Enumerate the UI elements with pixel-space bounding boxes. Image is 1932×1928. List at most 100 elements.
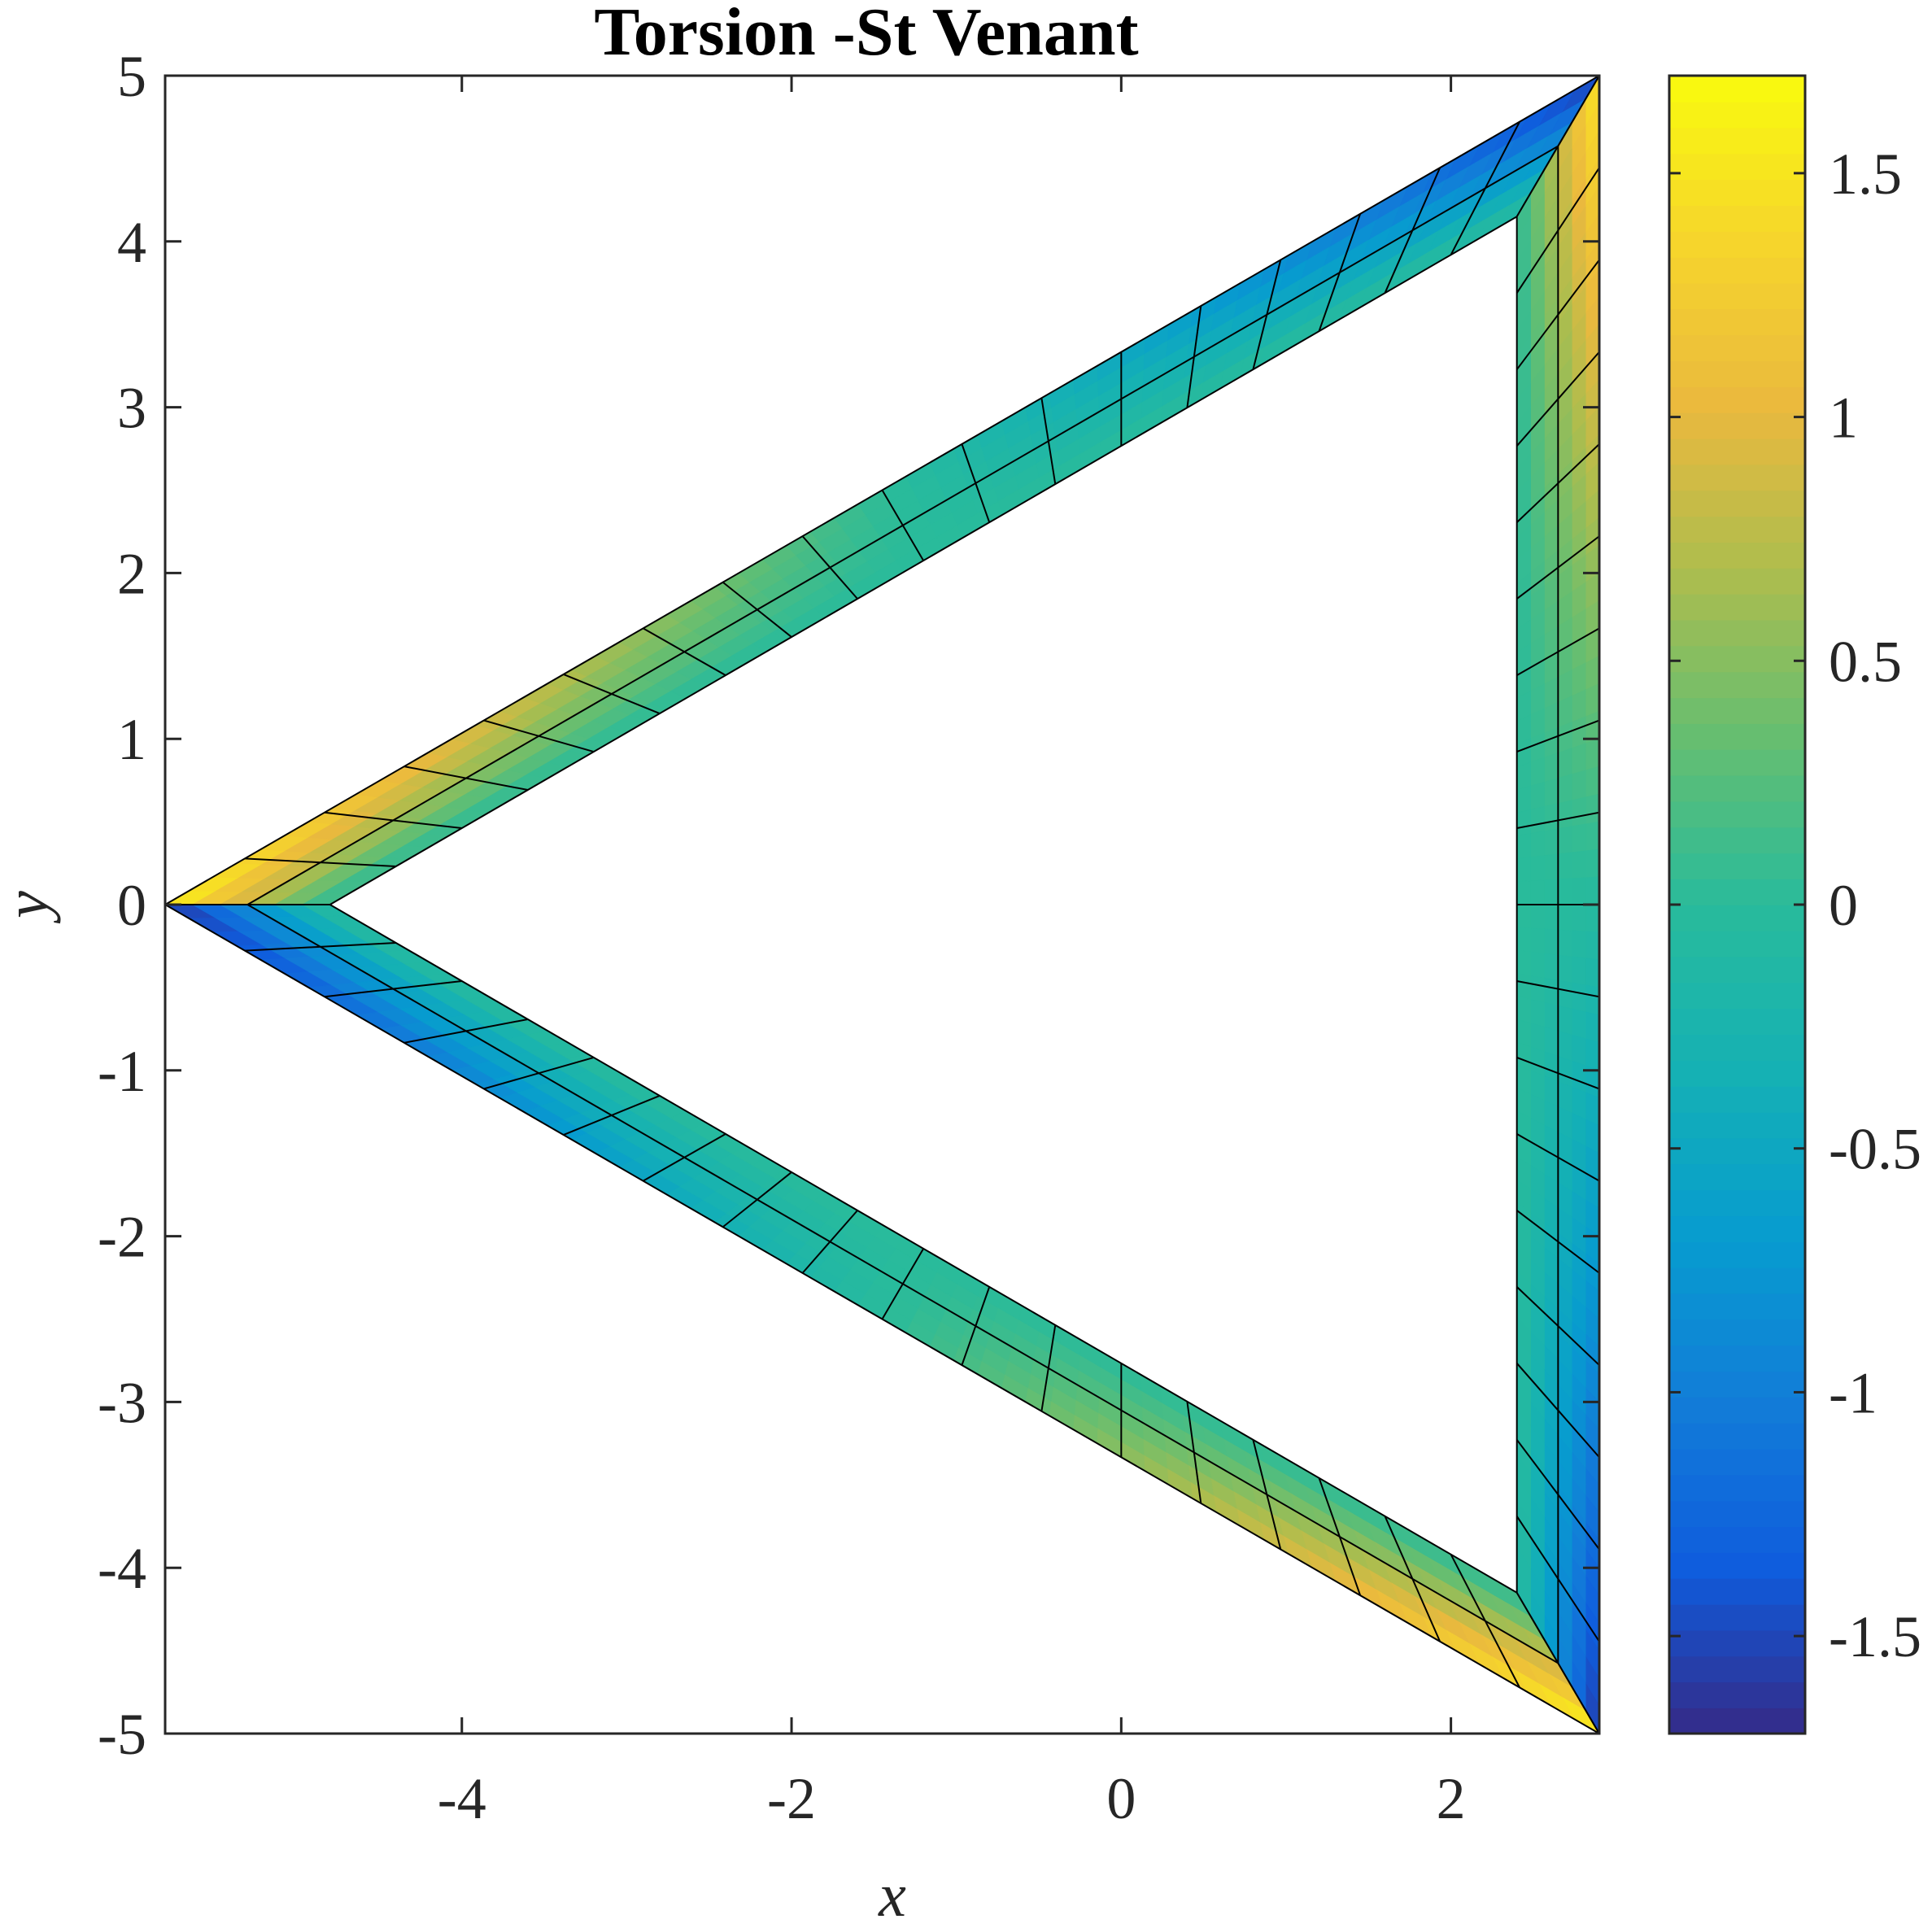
colorbar-band — [1669, 1682, 1805, 1708]
x-tick-marks — [460, 76, 1453, 1734]
colorbar-band — [1669, 1603, 1805, 1631]
field-cell — [1571, 1034, 1586, 1067]
field-cell — [1516, 973, 1531, 1001]
field-cell — [1585, 738, 1599, 771]
field-cell — [1530, 951, 1545, 979]
colorbar-band — [1669, 256, 1805, 284]
colorbar-band — [1669, 982, 1805, 1010]
field-cell — [1557, 722, 1572, 754]
colorbar-band — [1669, 231, 1805, 258]
y-tick-label: -3 — [98, 1370, 146, 1435]
colorbar-band — [1669, 386, 1805, 413]
colorbar-band — [1669, 1137, 1805, 1165]
field-cell — [1571, 770, 1586, 801]
mesh-line — [1516, 1592, 1599, 1734]
colorbar-band — [1669, 645, 1805, 673]
colorbar-band — [1669, 1319, 1805, 1346]
field-cell — [1585, 821, 1599, 852]
field-cell — [1557, 852, 1572, 880]
mesh-line — [165, 904, 1599, 1734]
field-cell — [1557, 748, 1572, 779]
y-tick-label: -1 — [98, 1039, 146, 1104]
colorbar-tick-label: -0.5 — [1829, 1117, 1921, 1182]
field-cell — [1557, 800, 1572, 830]
field-cell — [1530, 999, 1545, 1028]
colorbar-band — [1669, 723, 1805, 750]
x-axis-label: x — [878, 1861, 906, 1928]
field-cell — [1571, 716, 1586, 749]
field-cell — [1530, 732, 1545, 763]
colorbar-band — [1669, 671, 1805, 699]
field-cell — [1516, 996, 1531, 1024]
colorbar-band — [1669, 101, 1805, 129]
colorbar-tick-label: -1 — [1829, 1360, 1877, 1425]
colorbar-band — [1669, 308, 1805, 336]
colorbar-band — [1669, 1008, 1805, 1036]
x-tick-labels: -4 -2 0 2 — [438, 1766, 1466, 1831]
colorbar-band — [1669, 593, 1805, 621]
colorbar-band — [1669, 1371, 1805, 1398]
colorbar-band — [1669, 1397, 1805, 1424]
colorbar-band — [1669, 748, 1805, 776]
colorbar-band — [1669, 360, 1805, 387]
field-cell — [1544, 928, 1559, 956]
field-cell — [1585, 957, 1599, 988]
colorbar-band — [1669, 930, 1805, 957]
colorbar-band — [1669, 827, 1805, 854]
colorbar-gradient — [1669, 76, 1805, 1734]
field-cell — [1557, 826, 1572, 855]
y-tick-label: -5 — [98, 1702, 146, 1767]
field-cell — [1530, 831, 1545, 858]
field-cell — [1557, 929, 1572, 957]
colorbar-tick-label: 1 — [1829, 386, 1858, 451]
colorbar-band — [1669, 1422, 1805, 1450]
colorbar-band — [1669, 334, 1805, 362]
colorbar-tick-label: 1.5 — [1829, 142, 1902, 207]
field-cell — [1516, 949, 1531, 976]
y-tick-label: -4 — [98, 1536, 146, 1601]
field-cell — [1516, 809, 1531, 836]
y-tick-label: 2 — [117, 541, 146, 606]
colorbar-ticks — [1669, 172, 1805, 1638]
colorbar-band — [1669, 1034, 1805, 1061]
colorbar-band — [1669, 127, 1805, 155]
field-cell — [1557, 904, 1572, 931]
field-cell — [1544, 828, 1559, 857]
colorbar-band — [1669, 205, 1805, 232]
field-cell — [1571, 1008, 1586, 1040]
colorbar-band — [1669, 1708, 1805, 1734]
field-cell — [1571, 904, 1586, 932]
y-tick-label: -2 — [98, 1205, 146, 1270]
field-cell — [1585, 1038, 1599, 1071]
colorbar-band — [1669, 490, 1805, 517]
colorbar-band — [1669, 1293, 1805, 1320]
colorbar-band — [1669, 1448, 1805, 1476]
field-cell — [1544, 953, 1559, 981]
y-tick-label: 1 — [117, 707, 146, 772]
field-cell — [1544, 977, 1559, 1006]
colorbar-band — [1669, 774, 1805, 802]
y-tick-marks — [165, 74, 1599, 1735]
field-cell — [1585, 1011, 1599, 1044]
field-cell — [1516, 761, 1531, 791]
field-cell — [1530, 904, 1545, 930]
wall-lower — [165, 904, 1599, 1734]
field-cell — [1571, 796, 1586, 827]
field-cell — [1530, 879, 1545, 905]
plot-background — [165, 76, 1599, 1734]
field-cell — [1544, 879, 1559, 905]
mesh-line — [246, 904, 1559, 1664]
colorbar-tick-label: -1.5 — [1829, 1604, 1921, 1669]
y-tick-labels: -5 -4 -3 -2 -1 0 1 2 3 4 5 — [98, 44, 146, 1767]
colorbar-band — [1669, 905, 1805, 931]
colorbar-band — [1669, 1655, 1805, 1683]
field-cell — [1530, 757, 1545, 787]
field-cell — [1530, 975, 1545, 1003]
field-cell — [1516, 880, 1531, 905]
field-cell — [1557, 1005, 1572, 1036]
wall-right — [1516, 76, 1599, 1734]
field-cell — [1585, 766, 1599, 798]
colorbar-band — [1669, 542, 1805, 569]
mesh-line — [329, 216, 1518, 905]
